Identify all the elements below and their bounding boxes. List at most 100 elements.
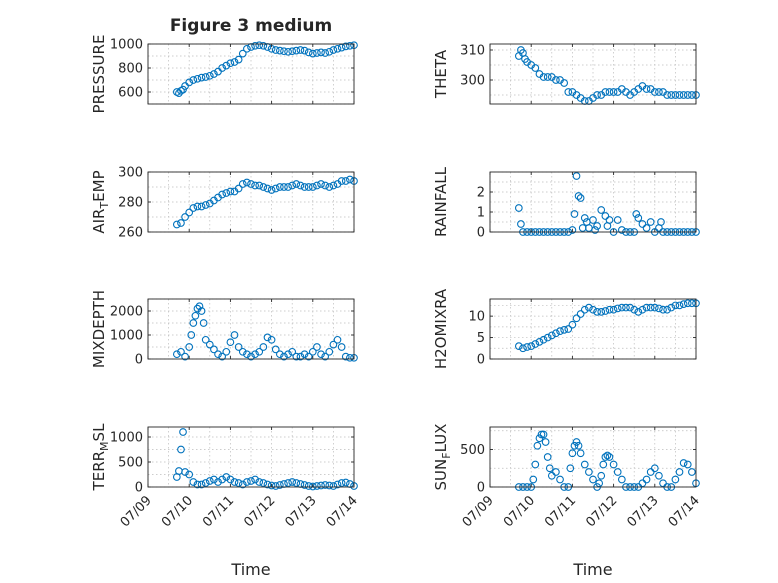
data-point xyxy=(533,441,542,450)
axes-frame xyxy=(489,43,697,105)
data-point xyxy=(172,350,181,359)
data-point xyxy=(308,347,317,356)
data-point xyxy=(218,64,227,72)
data-point xyxy=(263,333,272,342)
y-axis-label: TERRMSL xyxy=(90,423,111,492)
data-point xyxy=(580,214,589,222)
data-point xyxy=(280,47,288,56)
data-point xyxy=(201,201,210,209)
data-point xyxy=(539,335,548,344)
data-point xyxy=(230,58,239,66)
data-point xyxy=(197,202,206,211)
data-point xyxy=(218,352,227,361)
data-point xyxy=(599,460,608,469)
data-point xyxy=(642,85,651,93)
data-point xyxy=(601,453,610,461)
data-point xyxy=(218,190,227,199)
data-point xyxy=(275,183,284,191)
data-point xyxy=(564,88,573,96)
y-tick-label: 10 xyxy=(468,310,485,325)
data-point xyxy=(675,468,684,476)
data-point xyxy=(545,464,554,473)
data-point xyxy=(210,475,218,484)
y-axis-label: H2OMIXRA xyxy=(432,288,450,369)
data-point xyxy=(193,74,202,83)
y-tick-label: 500 xyxy=(118,456,143,471)
data-point xyxy=(543,453,552,461)
y-tick-label: 1000 xyxy=(110,431,143,446)
subplot-h2omixra: 0 5 10 H2OMIXRA xyxy=(432,288,700,369)
data-point xyxy=(568,320,577,329)
data-point xyxy=(275,46,284,55)
subplot-air_temp: 260 280 300 AIRTEMP xyxy=(90,166,358,241)
data-point xyxy=(255,41,264,50)
data-point xyxy=(255,181,264,190)
data-point xyxy=(296,352,305,361)
data-point xyxy=(574,192,583,200)
data-point xyxy=(313,181,321,190)
data-point xyxy=(622,303,630,312)
data-point xyxy=(259,183,268,191)
data-point xyxy=(337,343,346,351)
data-point xyxy=(603,451,612,460)
data-point xyxy=(247,352,255,361)
data-point xyxy=(179,428,187,436)
data-point xyxy=(197,307,206,315)
data-point xyxy=(308,183,317,191)
data-point xyxy=(226,59,235,68)
data-point xyxy=(296,181,305,190)
y-tick-label: 0 xyxy=(477,353,485,368)
data-point xyxy=(191,311,200,320)
data-point xyxy=(617,226,626,234)
data-point xyxy=(585,468,593,476)
data-point xyxy=(580,305,589,314)
data-point xyxy=(346,353,354,362)
data-point xyxy=(292,479,301,487)
data-point xyxy=(560,79,569,87)
data-point xyxy=(333,44,342,53)
data-point xyxy=(341,352,350,361)
data-point xyxy=(570,441,579,450)
data-point xyxy=(650,464,659,473)
data-point xyxy=(605,216,614,224)
axes-background xyxy=(148,427,354,487)
data-point xyxy=(251,41,259,50)
y-axis-label: RAINFALL xyxy=(432,166,450,237)
data-point xyxy=(317,350,325,359)
data-point xyxy=(267,481,276,490)
data-point xyxy=(300,350,309,359)
data-point xyxy=(601,212,610,220)
y-tick-label: 5 xyxy=(477,331,485,346)
axes-background xyxy=(148,172,354,232)
data-point xyxy=(570,210,579,218)
data-point xyxy=(617,475,626,484)
data-point xyxy=(304,48,313,57)
data-point xyxy=(313,482,321,490)
data-point xyxy=(271,345,280,354)
data-point xyxy=(329,482,338,490)
x-axis-label: Time xyxy=(572,560,612,579)
data-point xyxy=(613,216,622,224)
data-point xyxy=(251,475,259,484)
data-point xyxy=(193,480,202,489)
y-tick-label: 1000 xyxy=(110,38,143,53)
y-tick-label: 280 xyxy=(118,196,143,211)
data-point xyxy=(317,180,325,188)
data-point xyxy=(609,460,618,469)
data-point xyxy=(181,468,189,476)
data-point xyxy=(346,41,354,50)
data-point xyxy=(642,475,651,484)
data-point xyxy=(185,208,194,217)
data-point xyxy=(255,478,264,486)
data-point xyxy=(593,222,601,230)
data-point xyxy=(564,325,573,333)
data-point xyxy=(576,310,585,318)
data-point xyxy=(325,183,334,191)
data-point xyxy=(601,88,610,96)
data-point xyxy=(177,347,185,356)
figure-title: Figure 3 medium xyxy=(170,16,332,36)
data-point xyxy=(531,460,540,469)
